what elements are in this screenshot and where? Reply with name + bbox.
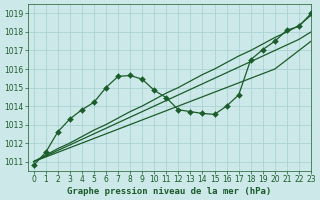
X-axis label: Graphe pression niveau de la mer (hPa): Graphe pression niveau de la mer (hPa) xyxy=(67,187,271,196)
